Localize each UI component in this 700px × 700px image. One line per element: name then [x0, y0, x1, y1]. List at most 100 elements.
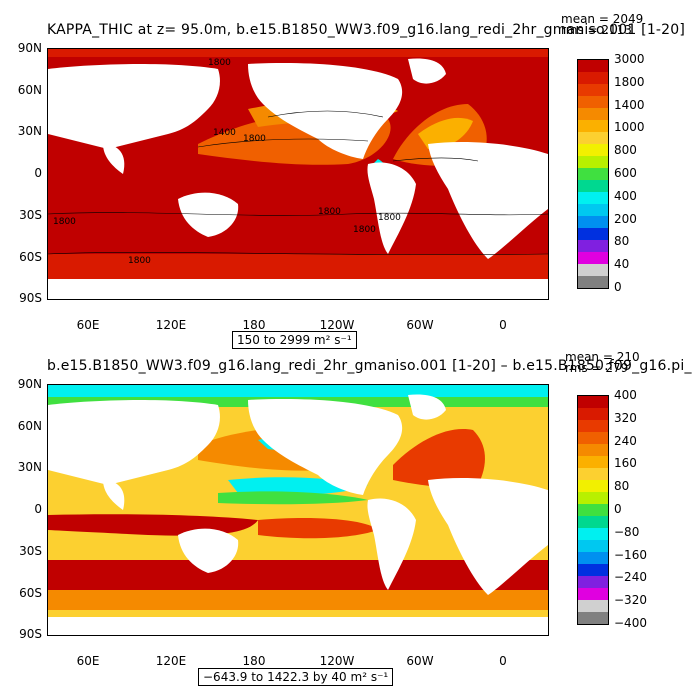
eurasia-land [48, 64, 220, 149]
top-map-svg: 1800 1400 1800 1800 1800 1800 1800 1800 [48, 49, 548, 299]
colorbar-swatch [578, 84, 608, 96]
top-panel-rms: rms = 2113 [561, 23, 632, 37]
colorbar-swatch [578, 516, 608, 528]
lon-label: 120E [155, 318, 187, 332]
india-land [103, 144, 125, 174]
colorbar-label: 400 [614, 188, 637, 203]
contour-label: 1800 [53, 217, 76, 227]
colorbar-swatch [578, 168, 608, 180]
samerica-land [367, 162, 416, 254]
lat-label: 30N [17, 124, 42, 138]
contour-label: 1800 [208, 58, 231, 68]
colorbar-swatch [578, 612, 608, 624]
colorbar-label: 320 [614, 410, 637, 425]
colorbar-swatch [578, 588, 608, 600]
colorbar-swatch [578, 96, 608, 108]
lon-label: 120W [319, 318, 355, 332]
southern-band [48, 560, 548, 590]
lon-label: 180 [242, 318, 266, 332]
colorbar-label: 600 [614, 166, 637, 180]
contour-label: 1800 [318, 207, 341, 217]
greenland-land [408, 394, 446, 420]
colorbar-swatch [578, 468, 608, 480]
antarctica-land [48, 617, 548, 635]
colorbar-label: 200 [614, 211, 637, 226]
lat-label: 30S [19, 544, 42, 558]
colorbar-swatch [578, 204, 608, 216]
colorbar-swatch [578, 240, 608, 252]
top-panel-stats: mean = 2049 rms = 2113 [561, 12, 644, 37]
colorbar-swatch [578, 216, 608, 228]
colorbar-swatch [578, 540, 608, 552]
lat-label: 30S [19, 208, 42, 222]
colorbar-label: 0 [614, 280, 622, 294]
colorbar-label: 80 [614, 479, 630, 494]
colorbar-swatch [578, 528, 608, 540]
contour-label: 1800 [243, 134, 266, 144]
greenland-land [408, 58, 446, 84]
lat-label: 90N [17, 377, 42, 391]
colorbar-swatch [578, 180, 608, 192]
lon-label: 0 [499, 318, 507, 332]
colorbar-swatch [578, 576, 608, 588]
colorbar-swatch [578, 408, 608, 420]
colorbar-label: −400 [614, 616, 647, 630]
bottom-panel-stats: mean = 210 rms = 279 [565, 351, 640, 374]
colorbar-swatch [578, 492, 608, 504]
natlantic-red [393, 429, 485, 488]
lat-label: 30N [17, 460, 42, 474]
top-map: 1800 1400 1800 1800 1800 1800 1800 1800 [47, 48, 549, 300]
australia-land [178, 192, 239, 237]
natlantic-yellow [418, 117, 473, 149]
samerica-land [367, 498, 416, 590]
colorbar-label: 40 [614, 257, 630, 272]
lon-label: 60E [76, 654, 100, 668]
colorbar-label: 800 [614, 143, 637, 158]
lat-label: 90S [19, 627, 42, 641]
arctic-band [48, 49, 548, 57]
eurasia-land [48, 400, 220, 485]
top-range-label: 150 to 2999 m² s⁻¹ [232, 331, 357, 349]
colorbar-swatch [578, 552, 608, 564]
lat-label: 0 [34, 502, 42, 516]
lon-label: 0 [499, 654, 507, 668]
colorbar-swatch [578, 420, 608, 432]
colorbar-swatch [578, 456, 608, 468]
lat-label: 60N [17, 419, 42, 433]
lon-label: 60W [406, 654, 434, 668]
lat-label: 90S [19, 291, 42, 305]
lat-label: 60N [17, 83, 42, 97]
top-panel-mean: mean = 2049 [561, 12, 644, 26]
colorbar-label: −160 [614, 547, 647, 562]
contour-label: 1400 [213, 128, 236, 138]
india-land [103, 480, 125, 510]
colorbar-swatch [578, 120, 608, 132]
colorbar-swatch [578, 144, 608, 156]
southern-band [48, 254, 548, 279]
contour-label: 1800 [128, 256, 151, 266]
bottom-range-label: −643.9 to 1422.3 by 40 m² s⁻¹ [198, 668, 394, 686]
colorbar-swatch [578, 444, 608, 456]
colorbar-swatch [578, 252, 608, 264]
namerica-land [248, 398, 403, 495]
contour-label: 1800 [353, 225, 376, 235]
colorbar-swatch [578, 228, 608, 240]
lon-label: 120E [155, 654, 187, 668]
colorbar-swatch [578, 480, 608, 492]
colorbar-swatch [578, 192, 608, 204]
contour-label: 1800 [378, 213, 401, 223]
colorbar-label: 1800 [614, 74, 645, 89]
top-panel: KAPPA_THIC at z= 95.0m, b.e15.B1850_WW3.… [17, 12, 685, 349]
colorbar-swatch [578, 504, 608, 516]
colorbar-swatch [578, 72, 608, 84]
antarctica-land [48, 279, 548, 299]
colorbar-label: −80 [614, 524, 640, 539]
colorbar-label: 0 [614, 502, 622, 516]
lat-label: 60S [19, 586, 42, 600]
lat-label: 90N [17, 41, 42, 55]
colorbar-swatch [578, 108, 608, 120]
colorbar-swatch [578, 564, 608, 576]
colorbar-swatch [578, 600, 608, 612]
colorbar-swatch [578, 276, 608, 288]
colorbar-label: 3000 [614, 52, 645, 66]
